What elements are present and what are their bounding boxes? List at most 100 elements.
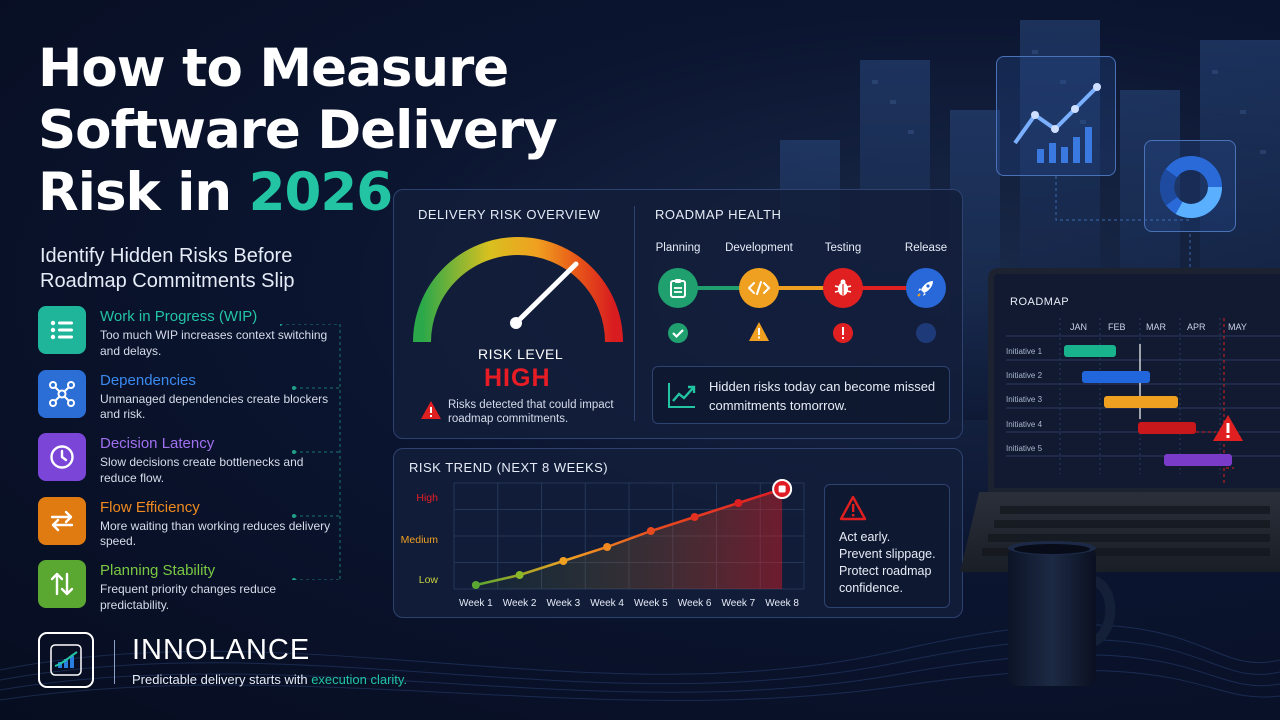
risk-trend-panel: RISK TREND (NEXT 8 WEEKS) Week 1 Week 2 We… xyxy=(393,448,963,618)
factor-title: Dependencies xyxy=(100,371,196,389)
factor-connector-lines xyxy=(280,324,341,580)
trend-point xyxy=(603,543,612,551)
trend-up-icon xyxy=(668,383,696,408)
x-tick-label: Week 2 xyxy=(503,598,537,609)
y-tick-label: Medium xyxy=(401,534,439,546)
risk-gauge xyxy=(413,237,623,343)
clipboard-icon xyxy=(658,268,698,308)
factor-flow-efficiency: Flow Efficiency More waiting than workin… xyxy=(38,496,338,561)
roadmap-month: JAN xyxy=(1070,322,1088,332)
up-down-arrows-icon xyxy=(38,560,86,608)
y-tick-label: Low xyxy=(419,574,439,586)
factor-planning-stability: Planning Stability Frequent priority cha… xyxy=(38,560,338,624)
callout-line: confidence. xyxy=(839,581,903,595)
gauge-pivot xyxy=(510,317,522,329)
factor-description: More waiting than working reduces delive… xyxy=(100,518,331,549)
callout-line: Protect roadmap xyxy=(839,564,932,578)
rocket-icon xyxy=(906,268,946,308)
roadmap-month: MAR xyxy=(1146,322,1166,332)
factor-description: Unmanaged dependencies create blockers a… xyxy=(100,391,329,422)
brand-divider xyxy=(114,640,115,684)
roadmap-health-title: ROADMAP HEALTH xyxy=(655,207,782,222)
hidden-risk-message-box: Hidden risks today can become missed com… xyxy=(652,366,950,424)
stage-connector-line xyxy=(678,286,928,290)
risk-overview-title: DELIVERY RISK OVERVIEW xyxy=(418,207,601,222)
roadmap-screen-title: ROADMAP xyxy=(1010,296,1070,308)
trend-point xyxy=(471,581,480,589)
trend-point xyxy=(515,571,524,579)
title-year: 2026 xyxy=(248,162,394,223)
check-icon xyxy=(668,323,688,343)
roadmap-bar xyxy=(1104,396,1178,408)
gauge-needle xyxy=(513,261,579,326)
pending-icon xyxy=(916,323,936,343)
page-title: How to Measure Software Delivery Risk in… xyxy=(38,38,558,223)
roadmap-row-label: Initiative 3 xyxy=(1006,395,1043,404)
risk-factors-list: Work in Progress (WIP) Too much WIP incr… xyxy=(38,306,338,624)
brand-logo xyxy=(38,632,94,688)
brand-name: INNOLANCE xyxy=(132,634,311,666)
growth-chart-icon xyxy=(1013,83,1101,163)
roadmap-grid xyxy=(1006,318,1280,484)
callout-line: Act early. xyxy=(839,530,891,544)
trend-line xyxy=(475,487,783,587)
trend-point xyxy=(734,499,743,507)
card-connector-lines xyxy=(1055,176,1191,276)
roadmap-month: FEB xyxy=(1108,322,1126,332)
risk-trend-chart: Week 1 Week 2 Week 3 Week 4 Week 5 Week 6 Week… xyxy=(401,479,805,609)
roadmap-month: MAY xyxy=(1228,322,1247,332)
x-tick-label: Week 3 xyxy=(547,598,581,609)
code-icon xyxy=(739,268,779,308)
roadmap-row-label: Initiative 1 xyxy=(1006,347,1043,356)
factor-wip: Work in Progress (WIP) Too much WIP incr… xyxy=(38,306,338,370)
network-icon xyxy=(38,369,86,418)
wave-lines-background xyxy=(0,624,1280,701)
y-tick-label: High xyxy=(416,492,438,504)
factor-title: Decision Latency xyxy=(100,435,215,452)
roadmap-row-label: Initiative 2 xyxy=(1006,371,1043,380)
roadmap-month: APR xyxy=(1187,322,1206,332)
brand-tagline-highlight: execution clarity. xyxy=(311,672,408,687)
bug-icon xyxy=(823,268,863,308)
brand-tagline: Predictable delivery starts with executi… xyxy=(132,672,408,687)
laptop-screen: ROADMAP JAN FEB MAR APR MAY Initiative 1… xyxy=(988,268,1280,494)
risk-overview-panel: DELIVERY RISK OVERVIEW RISK LEVEL HIGH R… xyxy=(393,189,963,439)
risk-trend-title: RISK TREND (NEXT 8 WEEKS) xyxy=(409,460,609,475)
roadmap-row-label: Initiative 4 xyxy=(1006,420,1043,429)
warning-icon xyxy=(749,322,769,341)
x-tick-label: Week 4 xyxy=(590,598,624,609)
factor-description: Slow decisions create bottlenecks and re… xyxy=(100,455,304,485)
x-tick-label: Week 8 xyxy=(765,598,799,609)
list-icon xyxy=(38,306,86,354)
warning-icon xyxy=(1213,415,1243,441)
page-subtitle: Identify Hidden Risks Before Roadmap Com… xyxy=(40,245,295,292)
coffee-mug-image xyxy=(1008,541,1116,686)
risk-level-value: HIGH xyxy=(484,364,551,392)
hidden-risk-message: Hidden risks today can become missed com… xyxy=(709,379,936,413)
x-tick-label: Week 6 xyxy=(678,598,712,609)
stage-label-testing: Testing xyxy=(824,242,862,254)
roadmap-bar xyxy=(1082,371,1150,383)
arrows-swap-icon xyxy=(38,496,86,545)
peak-marker-icon xyxy=(778,485,786,493)
clock-icon xyxy=(38,433,86,481)
action-callout-box: Act early. Prevent slippage. Protect roa… xyxy=(824,484,950,608)
x-tick-label: Week 1 xyxy=(459,598,493,609)
factor-description: Frequent priority changes reduce predict… xyxy=(100,582,277,612)
warning-icon xyxy=(421,401,441,419)
factor-decision-latency: Decision Latency Slow decisions create b… xyxy=(38,433,338,497)
factor-title: Work in Progress (WIP) xyxy=(100,308,258,325)
factor-dependencies: Dependencies Unmanaged dependencies crea… xyxy=(38,369,338,434)
stage-label-development: Development xyxy=(725,242,793,254)
factor-description: Too much WIP increases context switching… xyxy=(100,328,328,358)
risk-note: Risks detected that could impact roadmap… xyxy=(448,399,614,425)
roadmap-bar xyxy=(1138,422,1196,434)
warning-icon xyxy=(839,495,867,521)
panel-divider xyxy=(634,206,635,421)
trend-point xyxy=(646,527,655,535)
trend-point xyxy=(690,513,699,521)
logo-chart-icon xyxy=(50,644,82,676)
roadmap-row-label: Initiative 5 xyxy=(1006,444,1043,453)
factor-title: Planning Stability xyxy=(100,562,216,579)
factor-title: Flow Efficiency xyxy=(100,498,200,516)
